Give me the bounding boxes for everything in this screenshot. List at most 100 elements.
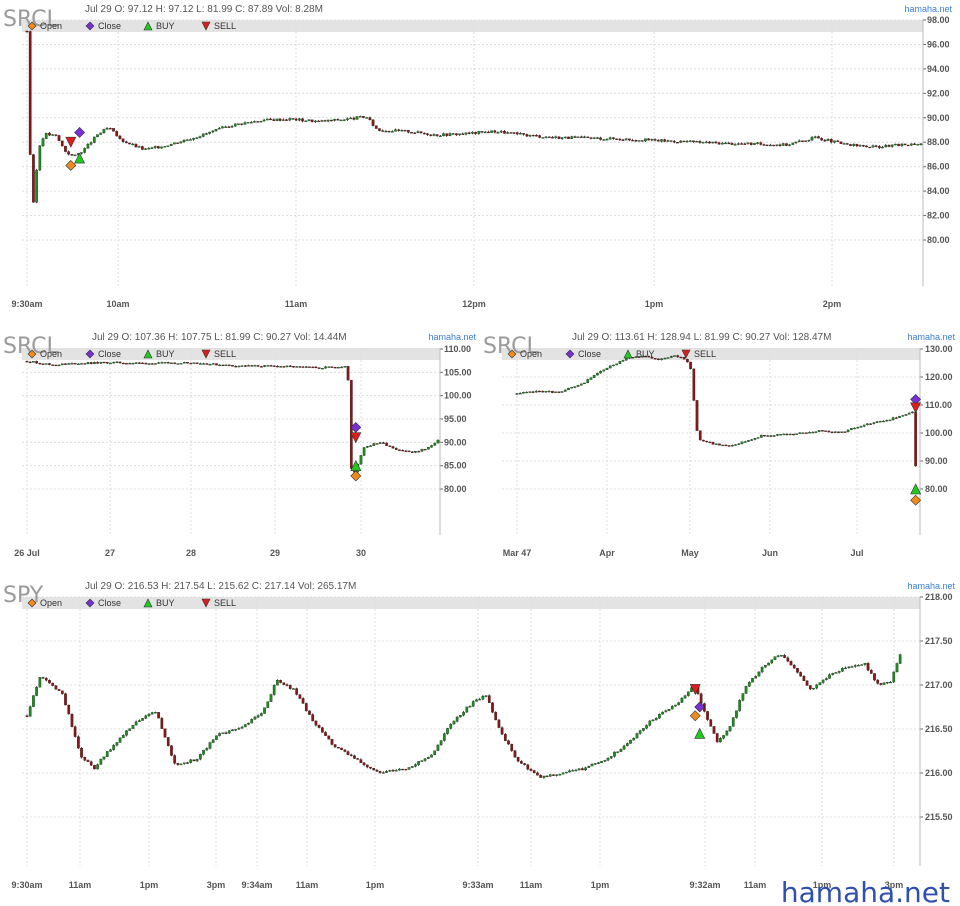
candle-body [240, 123, 244, 125]
candle-body [57, 135, 61, 141]
y-tick-label: 86.00 [927, 162, 950, 172]
candle-body [99, 361, 103, 364]
candle-body [208, 364, 212, 366]
candle-body [506, 132, 509, 134]
candle-body [330, 739, 334, 745]
candle-body [612, 364, 615, 367]
legend-marker-sell [201, 21, 211, 31]
candle-body [153, 146, 157, 148]
candle-body [807, 139, 811, 142]
candle-body [767, 662, 770, 666]
candle-body [352, 117, 356, 120]
candle-body [86, 362, 90, 364]
candle-body [605, 139, 609, 141]
candle-body [545, 775, 549, 778]
marker-open [689, 710, 701, 722]
candle-body [592, 137, 596, 139]
legend-marker-buy [143, 21, 153, 31]
candle-body [833, 431, 837, 433]
watermark[interactable]: hamaha.net [781, 876, 950, 906]
candle-body [788, 144, 791, 146]
candle-body [253, 121, 256, 123]
candle-body [301, 698, 305, 704]
x-tick-label: 9:32am [689, 880, 720, 890]
candle-body [669, 140, 673, 142]
candle-body [189, 139, 192, 141]
y-tick-label: 92.00 [927, 88, 950, 98]
x-tick-label: 29 [270, 548, 280, 558]
candle-body [622, 745, 626, 750]
candle-body [564, 771, 568, 774]
candle-body [173, 142, 176, 145]
y-tick-label: 217.00 [925, 680, 953, 690]
candle-body [163, 146, 167, 148]
candle-body [804, 140, 807, 142]
candle-body [465, 706, 469, 713]
candle-body [147, 713, 151, 716]
legend-band [22, 20, 923, 32]
candle-body [339, 119, 343, 122]
candle-body [715, 733, 719, 743]
candle-body [539, 775, 542, 778]
candle-body [176, 363, 180, 365]
candle-body [547, 136, 551, 138]
source-label: hamaha.net [907, 581, 955, 591]
candle-body [433, 442, 437, 446]
candle-body [141, 146, 144, 150]
candle-body [89, 142, 93, 145]
candle-body [698, 141, 702, 143]
candle-body [843, 431, 847, 433]
candle-body [818, 682, 822, 686]
candle-body [247, 365, 250, 367]
candle-body [422, 132, 426, 135]
candle-body [682, 140, 686, 143]
candle-body [131, 362, 135, 365]
candle-body [417, 761, 420, 765]
candle-body [179, 141, 183, 144]
x-tick-label: 3pm [885, 880, 904, 890]
candle-body [913, 143, 916, 146]
candle-body [57, 364, 61, 367]
candle-body [208, 131, 211, 134]
candle-body [692, 368, 696, 401]
legend-label-buy: BUY [636, 349, 655, 359]
candle-body [279, 680, 282, 683]
candle-body [522, 133, 526, 135]
candle-body [841, 668, 844, 672]
candle-body [858, 145, 862, 147]
y-tick-label: 88.00 [927, 137, 950, 147]
candle-body [576, 385, 580, 387]
candle-body [577, 768, 581, 771]
candle-body [218, 733, 221, 736]
x-tick-label: 3pm [207, 880, 226, 890]
candle-body [869, 669, 873, 674]
candle-body [218, 364, 222, 367]
candle-body [497, 719, 501, 728]
candle-body [201, 133, 205, 137]
candle-body [374, 125, 378, 129]
candle-body [792, 433, 795, 436]
candle-body [654, 718, 658, 721]
candle-body [288, 685, 292, 689]
candle-body [866, 663, 870, 671]
candle-body [727, 445, 731, 447]
candle-body [480, 131, 484, 133]
candle-body [278, 118, 282, 121]
candle-body [292, 366, 295, 368]
candle-body [407, 767, 411, 770]
candle-body [753, 438, 757, 440]
candle-body [650, 356, 654, 359]
candle-body [38, 677, 42, 688]
candle-body [28, 706, 32, 717]
candle-body [314, 120, 317, 123]
candle-body [554, 391, 557, 393]
candle-body [785, 143, 788, 146]
candle-body [304, 120, 308, 123]
candle-body [657, 358, 660, 361]
candle-body [734, 444, 737, 446]
candle-body [746, 142, 750, 144]
candle-body [551, 390, 554, 393]
candle-body [459, 715, 462, 718]
candle-body [786, 657, 790, 662]
candle-body [882, 682, 886, 685]
